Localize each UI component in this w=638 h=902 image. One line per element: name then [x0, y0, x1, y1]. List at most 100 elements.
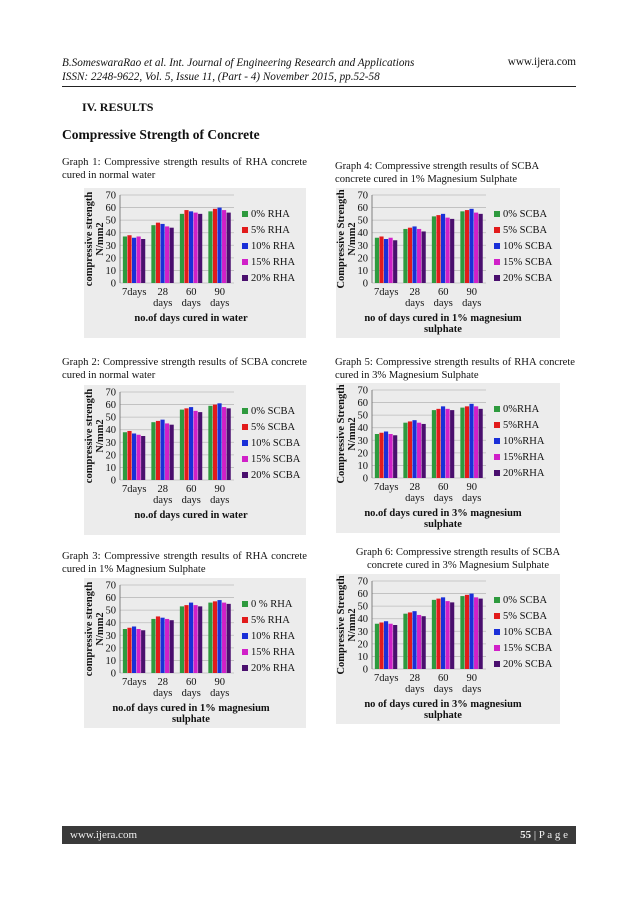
- bar: [131, 237, 137, 283]
- bar: [169, 424, 174, 480]
- x-tick-label-line: days: [182, 495, 201, 506]
- legend-entry: 0% SCBA: [251, 406, 295, 417]
- y-tick-label: 70: [358, 191, 369, 202]
- x-tick-label-line: 60: [186, 677, 197, 688]
- header-rule: [62, 86, 576, 87]
- chart-graph-2: 0 10 20 30 40 50 60 70 compressive strength N/mm2…: [84, 385, 306, 535]
- chart-graph-1: 0 10 20 30 40 50 60 70 compressive strength N/mm2…: [84, 188, 306, 338]
- legend-swatch: [242, 243, 248, 249]
- y-axis-label-line: N/mm2: [347, 417, 358, 450]
- bar: [388, 623, 393, 669]
- x-tick-label-line: days: [153, 298, 172, 309]
- x-axis-label: no.of days cured in water: [134, 313, 248, 324]
- bar: [469, 593, 474, 669]
- y-tick-label: 0: [111, 279, 116, 290]
- bar: [179, 606, 185, 673]
- y-axis-label-line: compressive strength: [84, 192, 95, 287]
- bar: [188, 407, 194, 480]
- bar: [155, 616, 161, 673]
- legend-entry: 0% SCBA: [503, 209, 547, 220]
- y-tick-label: 40: [106, 618, 117, 629]
- bar: [160, 419, 165, 480]
- y-tick-label: 10: [106, 656, 117, 667]
- legend-swatch: [242, 424, 248, 430]
- caption-graph-6: Graph 6: Compressive strength results of…: [355, 547, 561, 571]
- bar: [208, 602, 213, 673]
- legend-swatch: [494, 243, 500, 249]
- y-tick-label: 0: [111, 669, 116, 680]
- x-tick-label-line: 7days: [374, 287, 399, 298]
- bar: [421, 423, 426, 478]
- y-tick-label: 50: [358, 602, 369, 613]
- legend-entry: 20% SCBA: [503, 659, 553, 670]
- bar: [226, 603, 231, 673]
- x-tick-label-line: 28: [158, 287, 169, 298]
- x-tick-label-line: 60: [438, 287, 449, 298]
- footer-website[interactable]: www.ijera.com: [70, 829, 138, 841]
- page-number: 55: [520, 829, 532, 841]
- bar: [388, 434, 393, 478]
- x-tick-label-line: days: [182, 298, 201, 309]
- legend-entry: 5% SCBA: [251, 422, 295, 433]
- bar: [160, 617, 165, 673]
- x-tick-label-line: days: [462, 493, 481, 504]
- y-axis-label: compressive strength N/mm2: [84, 582, 106, 677]
- y-axis-label: Compressive Strength N/mm2: [336, 575, 358, 674]
- footer-page-number: 55 | P a g e: [520, 826, 568, 844]
- x-tick-label-line: 60: [186, 287, 197, 298]
- y-tick-label: 10: [358, 652, 369, 663]
- bar: [421, 616, 426, 669]
- y-tick-label: 30: [106, 241, 117, 252]
- y-axis-label-line: N/mm2: [347, 608, 358, 641]
- x-tick-label-line: 90: [467, 287, 478, 298]
- y-tick-label: 60: [358, 398, 369, 409]
- bar: [393, 435, 398, 478]
- legend: 0% SCBA 5% SCBA 10% SCBA 15% SCBA 20% SCBA: [494, 209, 553, 284]
- bar: [184, 408, 189, 480]
- legend-swatch: [494, 422, 500, 428]
- x-tick-label-line: 90: [215, 287, 226, 298]
- bar: [407, 612, 413, 669]
- bar: [478, 408, 483, 478]
- legend-swatch: [494, 661, 500, 667]
- x-tick-label-line: days: [434, 684, 453, 695]
- legend-swatch: [242, 211, 248, 217]
- legend: 0% SCBA 5% SCBA 10% SCBA 15% SCBA 20% SCBA: [494, 595, 553, 670]
- bar: [431, 599, 437, 669]
- legend-entry: 5% SCBA: [503, 611, 547, 622]
- bar: [127, 235, 132, 283]
- x-tick-label-line: days: [210, 298, 229, 309]
- legend-swatch: [494, 629, 500, 635]
- bar: [188, 602, 194, 673]
- x-axis-label-line: no of days cured in 1% magnesium: [364, 313, 522, 324]
- y-tick-label: 10: [106, 266, 117, 277]
- x-tick-label-line: 60: [438, 673, 449, 684]
- legend: 0%RHA 5%RHA 10%RHA 15%RHA 20%RHA: [494, 404, 545, 479]
- bar: [193, 605, 198, 673]
- header-website[interactable]: www.ijera.com: [507, 56, 576, 68]
- x-tick-label: 7days: [122, 287, 147, 298]
- bar: [383, 621, 389, 669]
- bar: [165, 226, 170, 283]
- bar: [478, 213, 483, 283]
- bar: [379, 622, 384, 669]
- x-tick-label-line: days: [405, 684, 424, 695]
- y-tick-label: 10: [358, 266, 369, 277]
- bar: [403, 613, 408, 669]
- bar: [412, 420, 417, 478]
- x-tick-label-line: 28: [158, 677, 169, 688]
- bar: [127, 430, 132, 480]
- y-axis-label-line: Compressive Strength: [336, 575, 347, 674]
- running-header: B.SomeswaraRao et al. Int. Journal of En…: [62, 56, 482, 84]
- y-tick-label: 20: [106, 253, 117, 264]
- legend-swatch: [494, 597, 500, 603]
- y-tick-label: 0: [363, 665, 368, 676]
- bar: [208, 211, 213, 283]
